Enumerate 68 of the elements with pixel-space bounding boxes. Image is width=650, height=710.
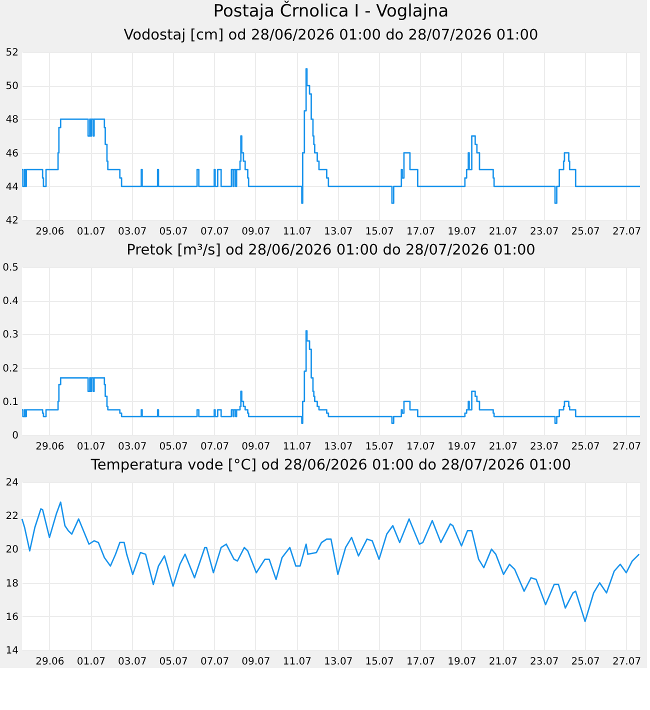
y-tick-label: 0.1 bbox=[2, 396, 18, 408]
x-tick-label: 07.07 bbox=[200, 442, 230, 452]
chart-title: Pretok [m³/s] od 28/06/2026 01:00 do 28/07/2026 01:00 bbox=[126, 242, 536, 258]
x-tick-label: 09.07 bbox=[242, 442, 270, 452]
y-tick-label: 22 bbox=[6, 511, 18, 522]
y-tick-label: 24 bbox=[6, 478, 18, 488]
y-tick-label: 44 bbox=[6, 182, 18, 193]
x-tick-label: 11.07 bbox=[282, 226, 312, 238]
x-tick-label: 17.07 bbox=[406, 226, 436, 238]
x-tick-label: 05.07 bbox=[159, 226, 188, 238]
x-tick-label: 13.07 bbox=[324, 226, 353, 238]
x-tick-label: 09.07 bbox=[242, 226, 270, 238]
chart-subtitle: Vodostaj [cm] od 28/06/2026 01:00 do 28/07/2026 01:00 bbox=[124, 28, 538, 44]
x-tick-label: 21.07 bbox=[488, 226, 518, 238]
x-tick-label: 17.07 bbox=[406, 656, 436, 668]
x-tick-label: 25.07 bbox=[571, 442, 600, 452]
x-tick-label: 01.07 bbox=[76, 226, 106, 238]
x-tick-label: 25.07 bbox=[571, 226, 600, 238]
chart-title: Postaja Črnolica I - Voglajna bbox=[213, 0, 449, 22]
x-tick-label: 09.07 bbox=[242, 656, 270, 668]
x-tick-label: 19.07 bbox=[448, 442, 476, 452]
x-tick-label: 25.07 bbox=[571, 656, 600, 668]
x-tick-label: 29.06 bbox=[36, 442, 64, 452]
x-tick-label: 05.07 bbox=[159, 442, 188, 452]
x-tick-label: 11.07 bbox=[282, 442, 312, 452]
line-series bbox=[21, 501, 640, 622]
y-tick-label: 20 bbox=[6, 544, 18, 556]
x-tick-label: 29.06 bbox=[36, 656, 64, 668]
x-tick-label: 15.07 bbox=[365, 442, 394, 452]
x-tick-label: 07.07 bbox=[200, 226, 230, 238]
x-tick-label: 15.07 bbox=[365, 226, 394, 238]
x-tick-label: 19.07 bbox=[448, 656, 476, 668]
x-tick-label: 23.07 bbox=[530, 442, 559, 452]
y-tick-label: 0.5 bbox=[2, 262, 18, 274]
x-tick-label: 21.07 bbox=[488, 442, 518, 452]
y-tick-label: 42 bbox=[6, 216, 18, 226]
x-tick-label: 23.07 bbox=[530, 656, 559, 668]
y-tick-label: 52 bbox=[6, 48, 18, 58]
x-tick-label: 03.07 bbox=[118, 442, 147, 452]
x-tick-label: 05.07 bbox=[159, 656, 188, 668]
x-tick-label: 01.07 bbox=[76, 656, 106, 668]
y-tick-label: 50 bbox=[6, 81, 18, 92]
x-tick-label: 13.07 bbox=[324, 442, 353, 452]
x-tick-label: 23.07 bbox=[530, 226, 559, 238]
x-tick-label: 19.07 bbox=[448, 226, 476, 238]
y-tick-label: 0.2 bbox=[2, 363, 18, 374]
y-tick-label: 0.3 bbox=[2, 330, 18, 341]
x-tick-label: 27.07 bbox=[612, 442, 642, 452]
x-tick-label: 21.07 bbox=[488, 656, 518, 668]
y-tick-label: 14 bbox=[6, 646, 18, 656]
y-tick-label: 16 bbox=[6, 612, 18, 623]
y-tick-label: 0 bbox=[12, 430, 18, 442]
x-tick-label: 13.07 bbox=[324, 656, 353, 668]
x-tick-label: 17.07 bbox=[406, 442, 436, 452]
x-tick-label: 01.07 bbox=[76, 442, 106, 452]
chart-title: Temperatura vode [°C] od 28/06/2026 01:00 do 28/07/2026 01:00 bbox=[90, 458, 572, 474]
y-tick-label: 46 bbox=[6, 148, 18, 160]
x-tick-label: 29.06 bbox=[36, 226, 64, 238]
x-tick-label: 03.07 bbox=[118, 656, 147, 668]
x-tick-label: 15.07 bbox=[365, 656, 394, 668]
x-tick-label: 27.07 bbox=[612, 656, 642, 668]
x-tick-label: 11.07 bbox=[282, 656, 312, 668]
x-tick-label: 07.07 bbox=[200, 656, 230, 668]
x-tick-label: 03.07 bbox=[118, 226, 147, 238]
x-tick-label: 27.07 bbox=[612, 226, 642, 238]
y-tick-label: 48 bbox=[6, 114, 18, 126]
y-tick-label: 0.4 bbox=[2, 296, 18, 308]
y-tick-label: 18 bbox=[6, 578, 18, 590]
